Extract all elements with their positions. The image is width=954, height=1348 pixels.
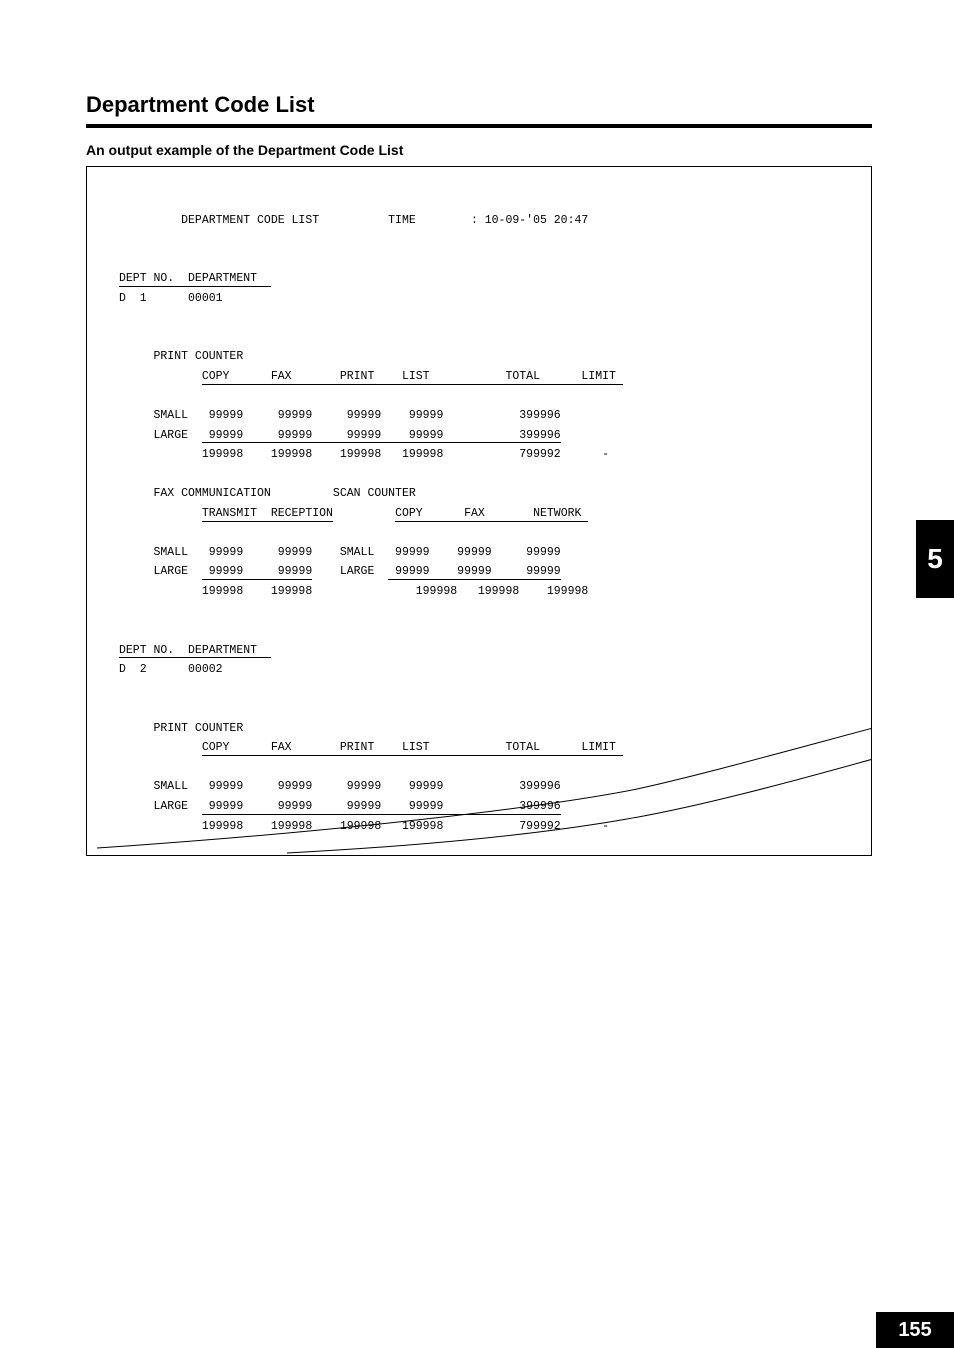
page-number: 155 bbox=[876, 1312, 954, 1348]
chapter-tab: 5 bbox=[916, 520, 954, 598]
page-title: Department Code List bbox=[86, 92, 954, 118]
report-text: DEPARTMENT CODE LIST TIME : 10-09-'05 20… bbox=[87, 167, 871, 856]
title-rule bbox=[86, 124, 872, 128]
report-output-box: DEPARTMENT CODE LIST TIME : 10-09-'05 20… bbox=[86, 166, 872, 856]
page: Department Code List An output example o… bbox=[0, 0, 954, 1348]
page-subtitle: An output example of the Department Code… bbox=[86, 142, 954, 158]
header: Department Code List An output example o… bbox=[86, 92, 954, 158]
